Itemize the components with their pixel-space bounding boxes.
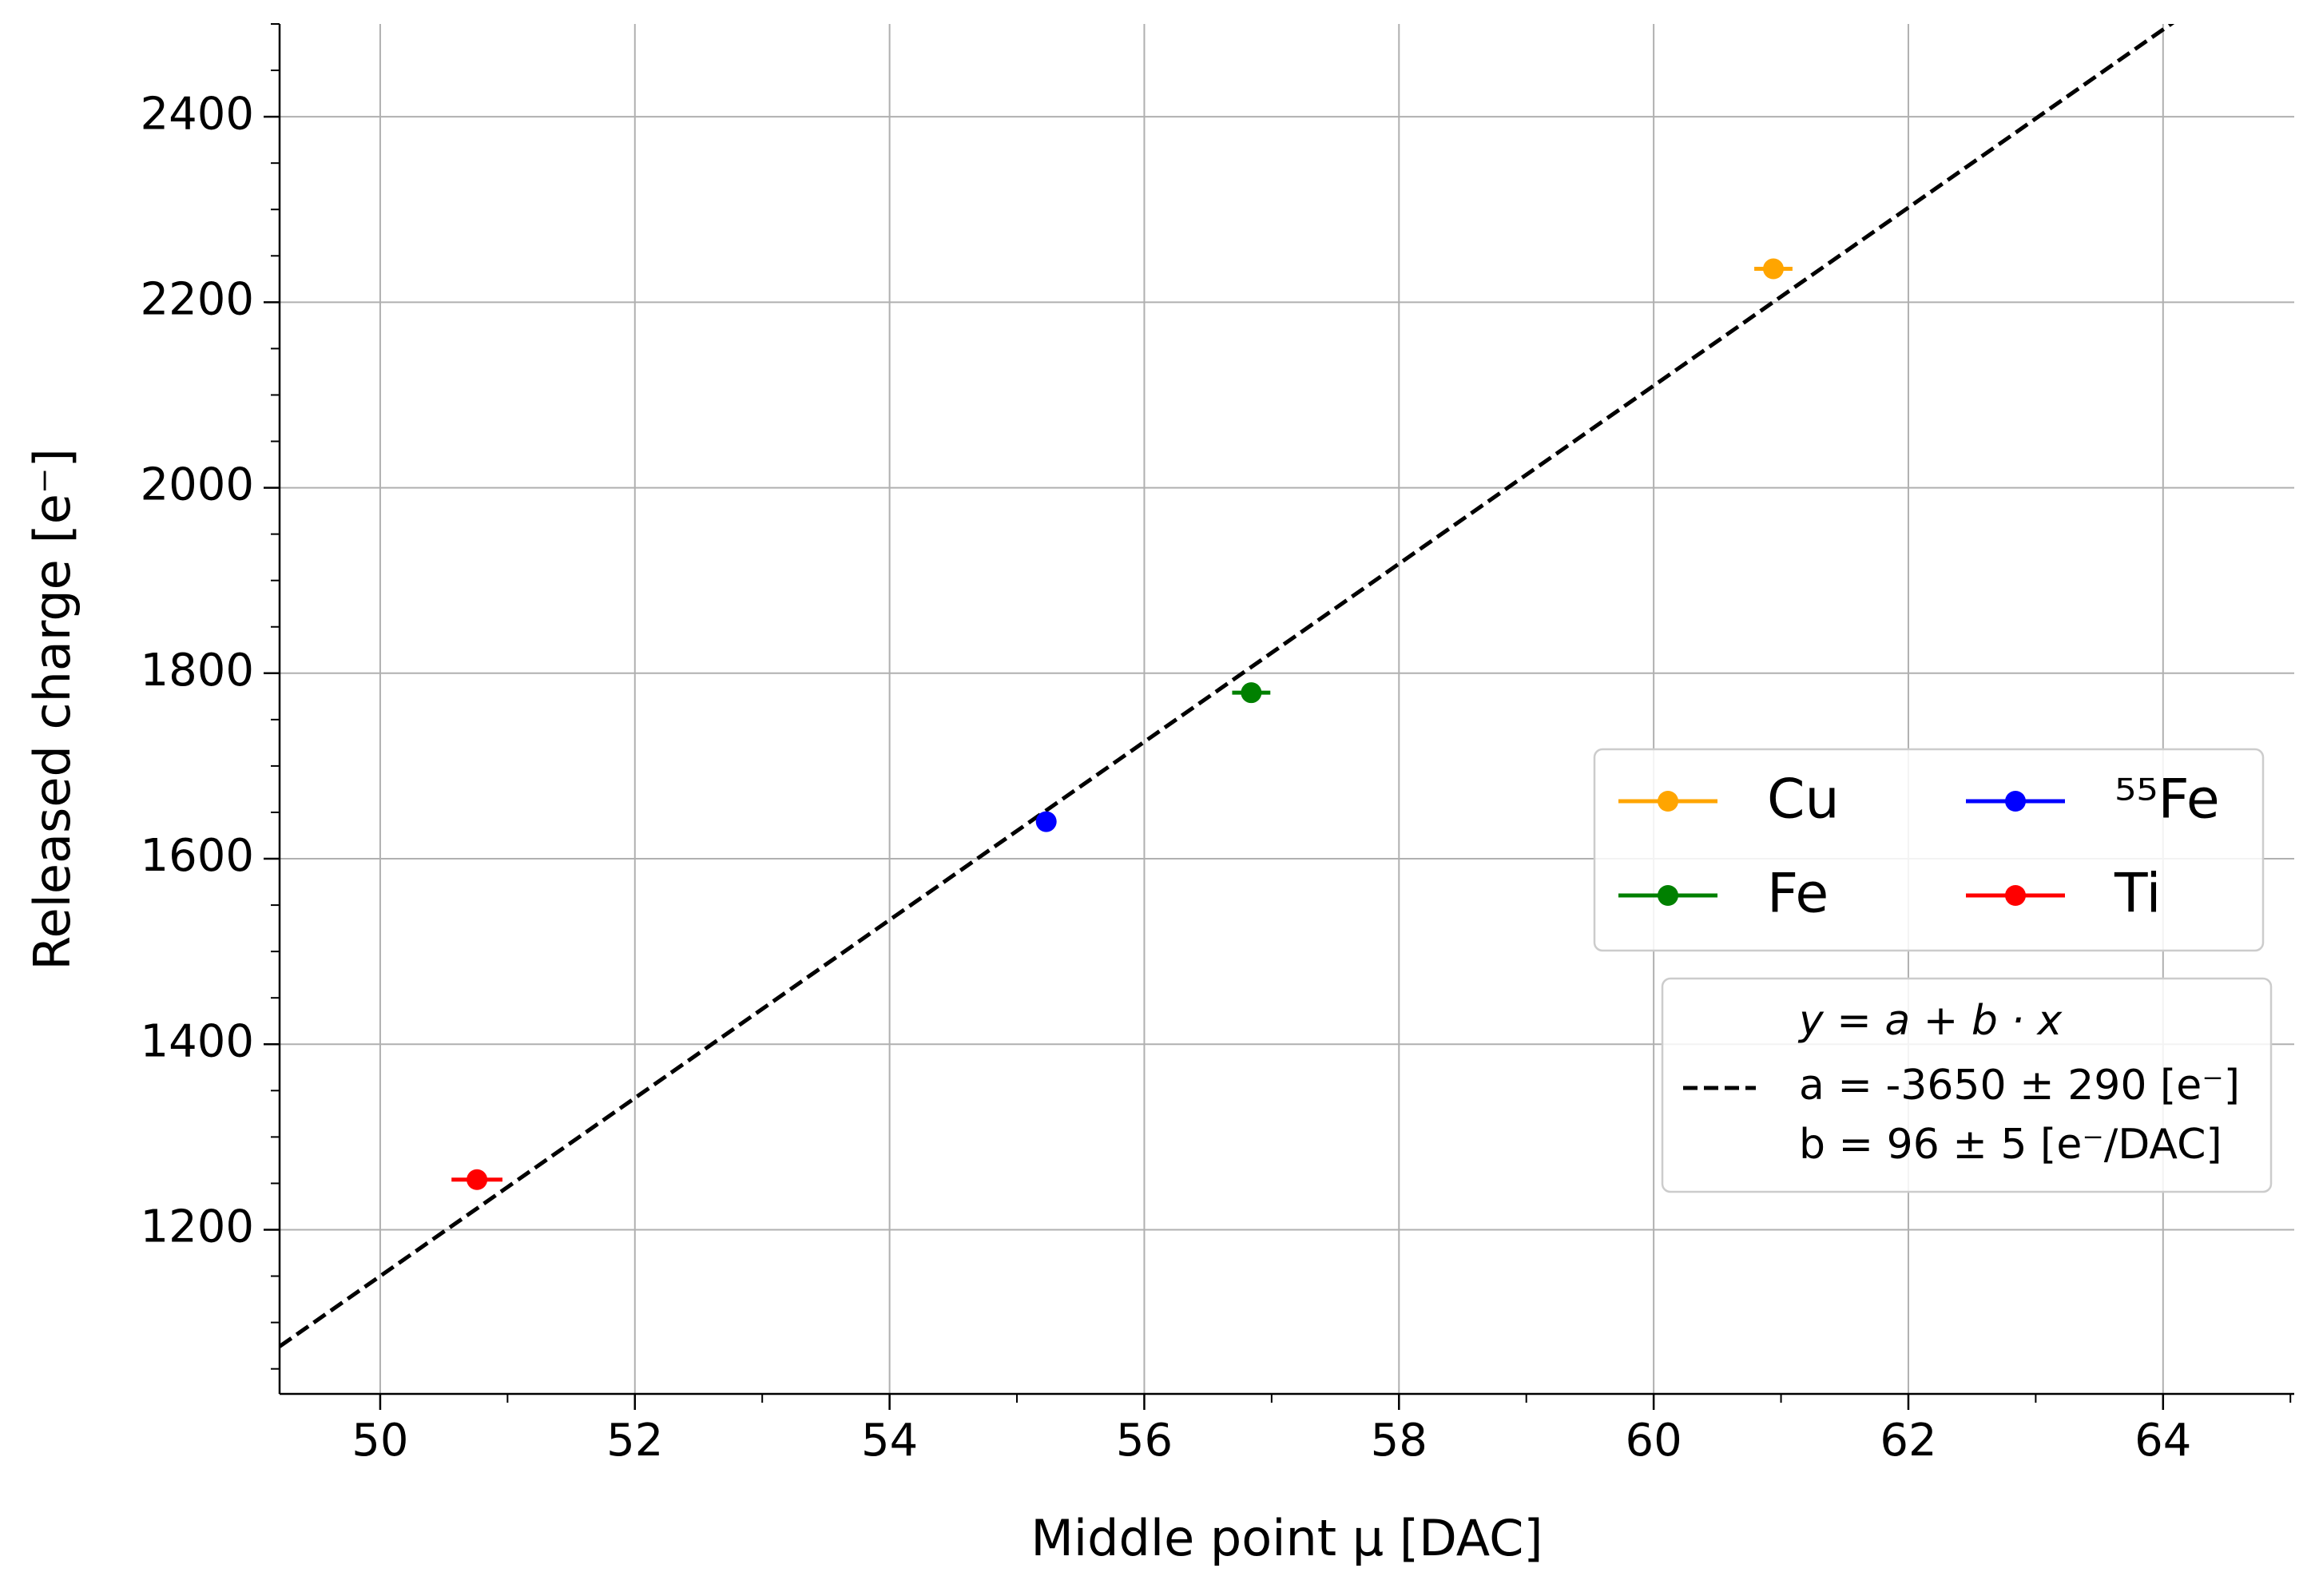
x-tick-label: 52 <box>606 1415 663 1467</box>
point <box>1035 811 1057 832</box>
point <box>1762 258 1784 280</box>
fit-b-label: b = 96 ± 5 [e⁻/DAC] <box>1799 1121 2222 1169</box>
point <box>467 1169 488 1190</box>
legend-marker <box>2005 885 2026 906</box>
x-tick-label: 56 <box>1116 1415 1173 1467</box>
legend-marker <box>1658 791 1678 812</box>
y-tick-label: 2000 <box>140 459 254 511</box>
x-tick-label: 58 <box>1371 1415 1428 1467</box>
y-tick-label: 1600 <box>140 830 254 882</box>
y-axis-label: Released charge [e⁻] <box>23 448 81 971</box>
x-axis-label: Middle point μ [DAC] <box>1030 1509 1543 1567</box>
x-tick-label: 54 <box>861 1415 918 1467</box>
legend-label: ⁵⁵Fe <box>2114 768 2220 832</box>
legend-label: Cu <box>1767 768 1840 832</box>
fit-line <box>280 24 2175 1348</box>
legend-label: Ti <box>2114 863 2161 926</box>
x-tick-label: 62 <box>1880 1415 1936 1467</box>
fit-legend-box <box>1661 977 2273 1193</box>
y-tick-label: 2200 <box>140 273 254 325</box>
x-tick-label: 50 <box>351 1415 408 1467</box>
y-tick-label: 1200 <box>140 1201 254 1253</box>
x-tick-label: 64 <box>2134 1415 2191 1467</box>
y-tick-label: 1800 <box>140 645 254 697</box>
y-tick-label: 2400 <box>140 88 254 140</box>
point <box>1241 682 1262 704</box>
x-tick-label: 60 <box>1625 1415 1682 1467</box>
legend-box <box>1593 748 2265 952</box>
fit-a-label: a = -3650 ± 290 [e⁻] <box>1799 1062 2240 1110</box>
legend-marker <box>2005 791 2026 812</box>
fit-formula: y = a + b · x <box>1797 997 2063 1045</box>
y-tick-label: 1400 <box>140 1015 254 1067</box>
legend-marker <box>1658 885 1678 906</box>
legend-label: Fe <box>1767 863 1829 926</box>
